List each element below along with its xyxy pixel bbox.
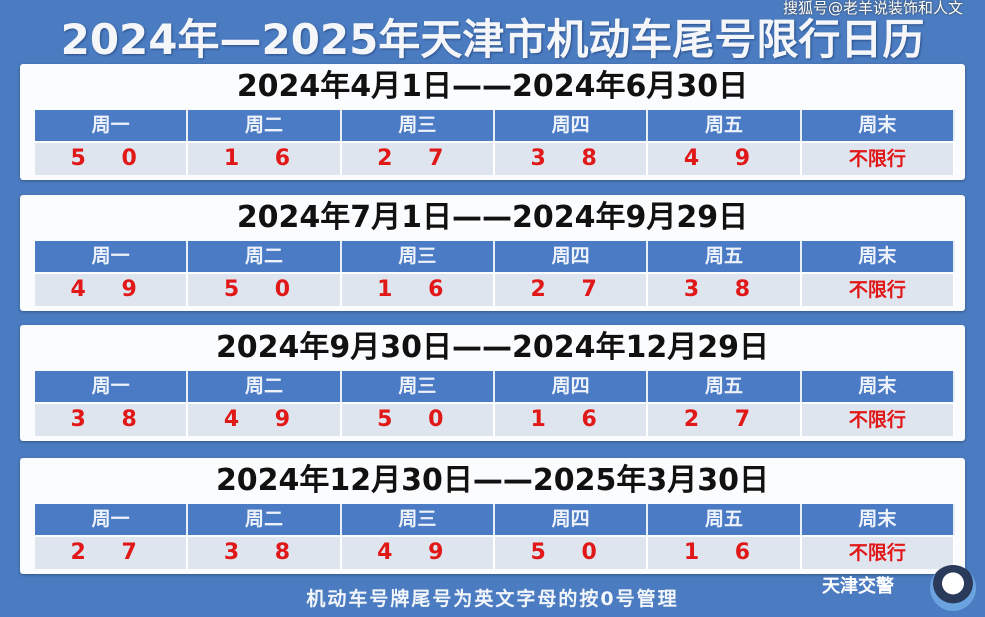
- restricted-digits-cell: 4 9: [341, 537, 495, 569]
- day-header: 周末: [801, 504, 955, 535]
- day-header: 周三: [341, 371, 495, 402]
- logo-text: 天津交警: [822, 576, 894, 597]
- period-range: 2024年9月30日——2024年12月29日: [215, 330, 770, 365]
- restricted-digits-cell: 5 0: [35, 143, 189, 175]
- day-header: 周五: [648, 110, 802, 141]
- day-header: 周四: [494, 110, 649, 141]
- day-header: 周末: [801, 110, 955, 141]
- police-logo-icon: [930, 565, 976, 611]
- restricted-digits-cell: 4 9: [648, 143, 802, 175]
- restricted-digits-cell: 2 7: [35, 537, 189, 569]
- restricted-digits-cell: 2 7: [341, 143, 495, 175]
- day-header: 周二: [188, 371, 342, 402]
- no-restriction-cell: 不限行: [801, 537, 955, 569]
- day-header: 周二: [188, 504, 342, 535]
- no-restriction-cell: 不限行: [801, 274, 955, 306]
- watermark: 搜狐号@老羊说装饰和人文: [782, 0, 963, 17]
- restricted-digits-cell: 3 8: [648, 274, 802, 306]
- day-header: 周五: [648, 371, 802, 402]
- no-restriction-cell: 不限行: [801, 143, 955, 175]
- restricted-digits-cell: 1 6: [494, 404, 649, 436]
- restricted-digits-cell: 1 6: [341, 274, 495, 306]
- day-header: 周五: [648, 241, 802, 272]
- restricted-digits-cell: 1 6: [648, 537, 802, 569]
- restricted-digits-cell: 3 8: [188, 537, 342, 569]
- day-header: 周四: [494, 241, 649, 272]
- day-header: 周四: [494, 371, 649, 402]
- restricted-digits-cell: 2 7: [648, 404, 802, 436]
- restricted-digits-cell: 4 9: [188, 404, 342, 436]
- restricted-digits-cell: 5 0: [341, 404, 495, 436]
- day-header: 周三: [341, 504, 495, 535]
- period-range: 2024年12月30日——2025年3月30日: [215, 463, 770, 498]
- restricted-digits-cell: 1 6: [188, 143, 342, 175]
- day-header: 周一: [35, 371, 189, 402]
- day-header: 周四: [494, 504, 649, 535]
- day-header: 周一: [35, 110, 189, 141]
- day-header: 周三: [341, 110, 495, 141]
- page-title: 2024年—2025年天津市机动车尾号限行日历: [60, 15, 925, 64]
- restricted-digits-cell: 2 7: [494, 274, 649, 306]
- day-header: 周五: [648, 504, 802, 535]
- period-range: 2024年7月1日——2024年9月29日: [236, 200, 749, 235]
- day-header: 周末: [801, 371, 955, 402]
- period-range: 2024年4月1日——2024年6月30日: [236, 69, 749, 104]
- day-header: 周二: [188, 241, 342, 272]
- day-header: 周一: [35, 241, 189, 272]
- day-header: 周一: [35, 504, 189, 535]
- restricted-digits-cell: 4 9: [35, 274, 189, 306]
- no-restriction-cell: 不限行: [801, 404, 955, 436]
- day-header: 周末: [801, 241, 955, 272]
- day-header: 周二: [188, 110, 342, 141]
- restricted-digits-cell: 5 0: [494, 537, 649, 569]
- restricted-digits-cell: 5 0: [188, 274, 342, 306]
- restricted-digits-cell: 3 8: [35, 404, 189, 436]
- day-header: 周三: [341, 241, 495, 272]
- restricted-digits-cell: 3 8: [494, 143, 649, 175]
- footer-note: 机动车号牌尾号为英文字母的按0号管理: [306, 588, 679, 610]
